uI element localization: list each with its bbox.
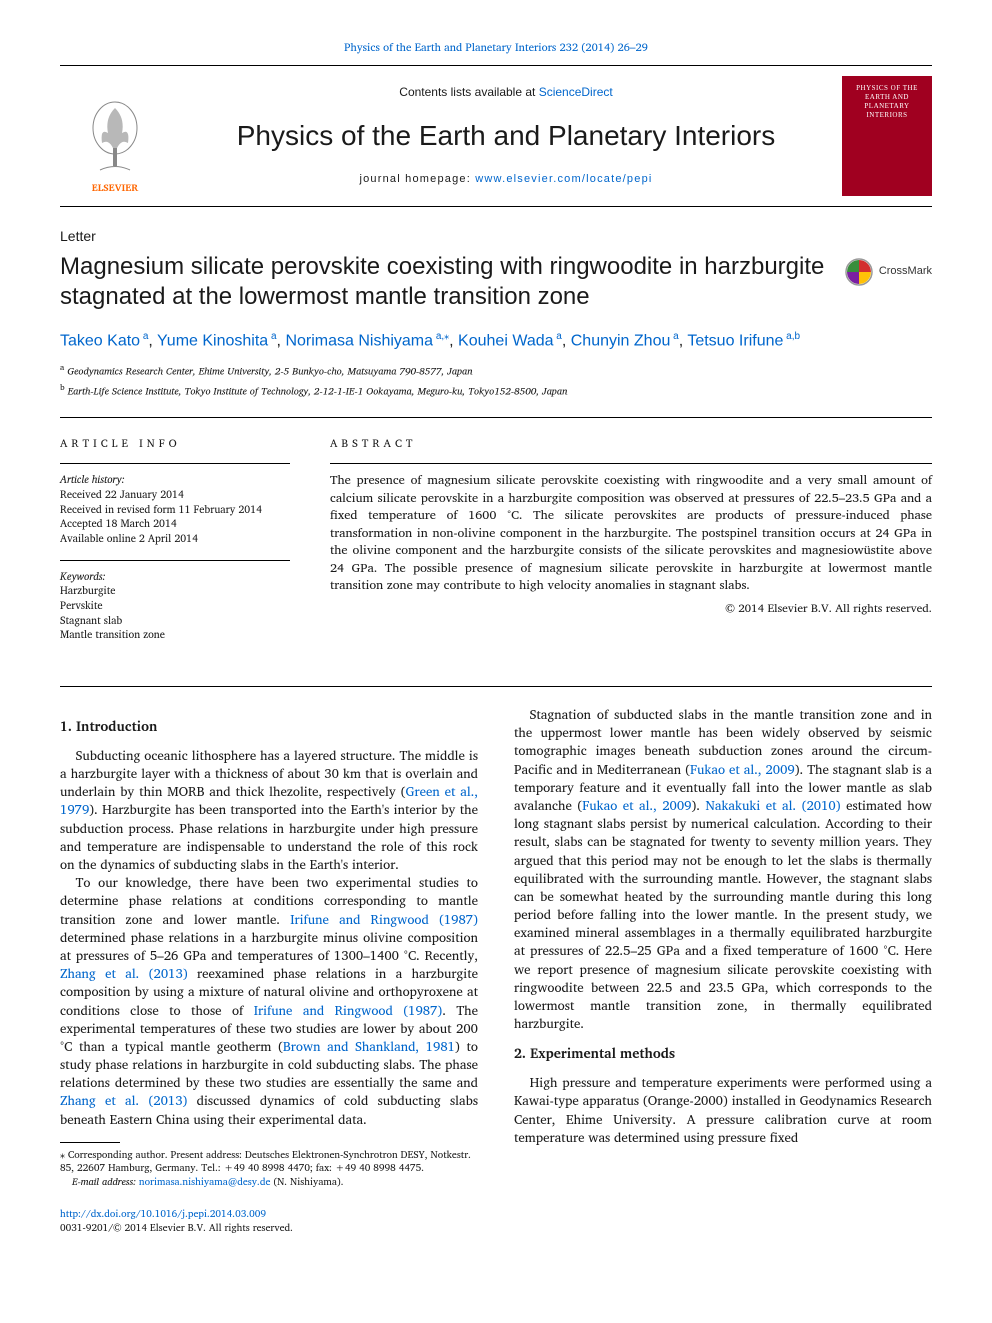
abstract-copyright: © 2014 Elsevier B.V. All rights reserved… [330, 601, 932, 617]
publisher-logo: ELSEVIER [60, 76, 170, 196]
masthead-center: Contents lists available at ScienceDirec… [170, 84, 842, 187]
crossmark-label: CrossMark [879, 264, 932, 279]
abstract-heading: ABSTRACT [330, 436, 932, 451]
corr-text: Corresponding author. Present address: D… [60, 1147, 471, 1177]
history-item: Available online 2 April 2014 [60, 531, 290, 546]
article-info-heading: ARTICLE INFO [60, 436, 290, 451]
author-affil-sup: a [670, 331, 678, 342]
author-link[interactable]: Takeo Kato [60, 332, 140, 349]
affiliation-b: b Earth-Life Science Institute, Tokyo In… [60, 382, 932, 399]
article-history: Article history: Received 22 January 201… [60, 472, 290, 545]
abstract-panel: ABSTRACT The presence of magnesium silic… [330, 436, 932, 656]
email-suffix: (N. Nishiyama). [270, 1174, 343, 1190]
author-affil-sup: a,⁎ [433, 331, 449, 342]
journal-title: Physics of the Earth and Planetary Inter… [190, 117, 822, 155]
body-paragraph: Stagnation of subducted slabs in the man… [514, 705, 932, 1032]
divider [60, 560, 290, 561]
section-heading: 1. Introduction [60, 717, 478, 736]
page-footer: http://dx.doi.org/10.1016/j.pepi.2014.03… [60, 1207, 932, 1235]
article-body: 1. Introduction Subducting oceanic litho… [60, 705, 932, 1189]
author-affil-sup: a [268, 331, 276, 342]
body-paragraph: To our knowledge, there have been two ex… [60, 873, 478, 1128]
divider [60, 463, 290, 464]
cover-title: PHYSICS OF THE EARTH AND PLANETARY INTER… [846, 84, 928, 120]
keywords-block: Keywords: Harzburgite Pervskite Stagnant… [60, 569, 290, 642]
journal-masthead: ELSEVIER Contents lists available at Sci… [60, 65, 932, 207]
email-link[interactable]: norimasa.nishiyama@desy.de [139, 1174, 270, 1190]
homepage-prefix: journal homepage: [359, 173, 475, 185]
publisher-name: ELSEVIER [92, 182, 139, 196]
footnote-separator [60, 1142, 120, 1143]
journal-homepage-line: journal homepage: www.elsevier.com/locat… [190, 172, 822, 187]
author-link[interactable]: Yume Kinoshita [157, 332, 268, 349]
title-row: Magnesium silicate perovskite coexisting… [60, 252, 932, 312]
article-info-panel: ARTICLE INFO Article history: Received 2… [60, 436, 290, 656]
body-paragraph: Subducting oceanic lithosphere has a lay… [60, 746, 478, 873]
author-list: Takeo Kato a, Yume Kinoshita a, Norimasa… [60, 330, 932, 352]
divider [60, 686, 932, 687]
divider [330, 463, 932, 464]
running-head-link[interactable]: Physics of the Earth and Planetary Inter… [344, 38, 648, 56]
author-affil-sup: a [140, 331, 148, 342]
crossmark-icon [845, 258, 873, 286]
footnote-block: ⁎ Corresponding author. Present address:… [60, 1142, 478, 1190]
author-affil-sup: a [554, 331, 562, 342]
article-title: Magnesium silicate perovskite coexisting… [60, 252, 825, 312]
author-affil-sup: a,b [783, 331, 800, 342]
journal-cover-thumbnail: PHYSICS OF THE EARTH AND PLANETARY INTER… [842, 76, 932, 196]
author-link[interactable]: Chunyin Zhou [571, 332, 671, 349]
journal-homepage-link[interactable]: www.elsevier.com/locate/pepi [475, 173, 652, 185]
crossmark-badge[interactable]: CrossMark [845, 252, 932, 286]
affiliation-a: a Geodynamics Research Center, Ehime Uni… [60, 362, 932, 379]
author-link[interactable]: Norimasa Nishiyama [285, 332, 433, 349]
divider [60, 417, 932, 418]
contents-available-line: Contents lists available at ScienceDirec… [190, 84, 822, 100]
author-link[interactable]: Kouhei Wada [458, 332, 553, 349]
running-head: Physics of the Earth and Planetary Inter… [60, 40, 932, 55]
section-heading: 2. Experimental methods [514, 1044, 932, 1063]
sciencedirect-link[interactable]: ScienceDirect [539, 85, 613, 99]
email-footnote: E-mail address: norimasa.nishiyama@desy.… [60, 1176, 478, 1190]
keyword: Mantle transition zone [60, 627, 290, 642]
elsevier-tree-icon [80, 98, 150, 178]
email-label: E-mail address: [72, 1174, 139, 1190]
contents-prefix: Contents lists available at [399, 85, 538, 99]
corresponding-author-footnote: ⁎ Corresponding author. Present address:… [60, 1149, 478, 1176]
issn-copyright: 0031-9201/© 2014 Elsevier B.V. All right… [60, 1220, 293, 1236]
author-link[interactable]: Tetsuo Irifune [687, 332, 783, 349]
info-abstract-row: ARTICLE INFO Article history: Received 2… [60, 436, 932, 656]
article-type: Letter [60, 227, 932, 246]
body-paragraph: High pressure and temperature experiment… [514, 1073, 932, 1146]
abstract-text: The presence of magnesium silicate perov… [330, 472, 932, 595]
